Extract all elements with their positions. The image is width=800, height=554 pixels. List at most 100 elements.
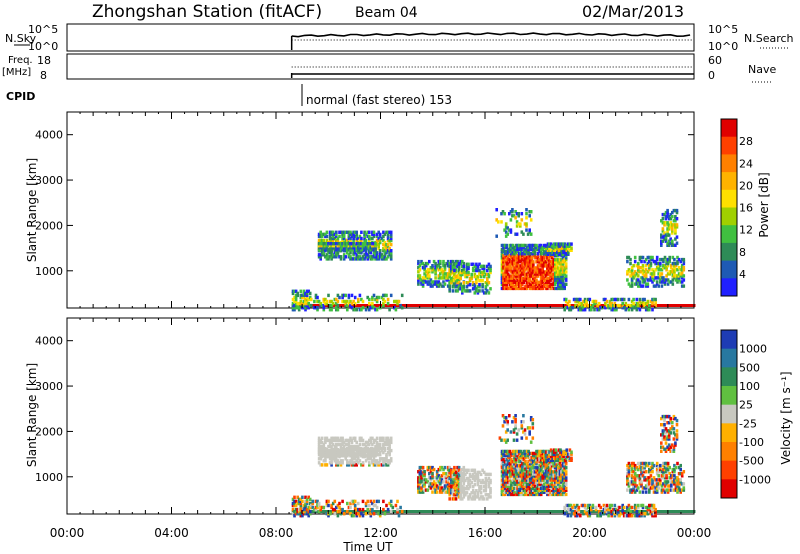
range-cell [563,472,566,476]
range-cell [680,274,684,278]
range-cell [317,461,321,465]
range-cell [524,286,527,291]
range-cell [320,244,324,248]
range-cell [339,509,343,514]
range-cell [330,255,333,259]
range-cell [382,297,385,302]
range-cell [517,222,520,226]
range-cell [632,276,635,280]
range-cell [674,274,678,278]
range-cell [516,262,519,266]
range-cell [443,486,447,490]
range-cell [297,306,301,310]
ground-cell [542,304,545,307]
range-cell [505,474,508,478]
range-cell [660,241,663,245]
range-cell [513,262,516,266]
range-cell [357,255,360,259]
range-cell [514,472,518,476]
range-cell [513,245,516,250]
range-cell [525,266,529,270]
range-cell [457,489,461,493]
range-cell [522,278,526,282]
range-cell [669,237,672,241]
range-cell [641,503,645,508]
range-cell [296,303,299,308]
range-cell [341,238,344,243]
range-cell [648,476,651,480]
ground-cell [557,304,560,307]
range-cell [503,486,507,490]
range-cell [532,474,535,478]
range-cell [648,503,651,508]
range-cell [486,276,489,281]
range-cell [612,507,615,512]
range-cell [487,266,491,271]
range-cell [533,490,537,494]
range-cell [524,258,527,262]
range-cell [626,474,629,478]
range-cell [508,462,512,466]
range-cell [528,243,532,248]
range-cell [358,248,362,252]
range-cell [383,457,387,461]
range-cell [338,242,341,246]
range-cell [461,272,464,277]
range-cell [335,297,338,302]
range-cell [560,258,563,262]
range-cell [641,486,645,490]
ground-cell [534,510,537,513]
range-cell [346,448,349,452]
range-cell [374,297,377,302]
range-cell [613,297,617,302]
range-cell [464,493,467,497]
range-cell [473,264,477,269]
range-cell [314,295,318,300]
range-cell [618,505,621,510]
range-cell [546,464,549,468]
range-cell [640,284,643,288]
range-cell [538,458,541,462]
range-cell [539,492,543,497]
range-cell [325,246,329,250]
range-cell [500,453,504,458]
range-cell [363,448,366,452]
range-cell [543,249,546,254]
range-cell [643,486,646,490]
range-cell [545,450,548,454]
range-cell [552,242,556,246]
range-cell [528,464,532,468]
range-cell [428,276,431,280]
range-cell [456,283,459,287]
nave-label: Nave [748,63,776,76]
range-cell [674,208,677,213]
range-cell [325,255,329,259]
range-cell [503,476,507,480]
ground-cell [444,304,447,307]
range-cell [635,280,639,284]
range-cell [525,264,529,268]
range-cell [554,286,557,291]
range-cell [517,280,521,284]
range-cell [439,272,442,276]
range-cell [533,249,537,254]
ground-cell [684,304,688,307]
range-cell [560,280,563,284]
range-cell [446,284,450,288]
range-cell [659,268,662,272]
range-cell [594,299,598,304]
freq-tick-top: 18 [37,54,51,67]
ground-cell [509,510,512,513]
range-cell [296,301,299,306]
range-cell [525,478,529,482]
ground-cell [538,510,541,513]
ground-cell [394,304,397,307]
range-cell [377,247,380,251]
range-cell [421,467,425,472]
range-cell [557,450,561,454]
beam-label: Beam 04 [355,5,418,21]
range-cell [629,514,632,518]
range-cell [369,306,373,310]
range-cell [520,230,524,234]
range-cell [519,451,523,456]
